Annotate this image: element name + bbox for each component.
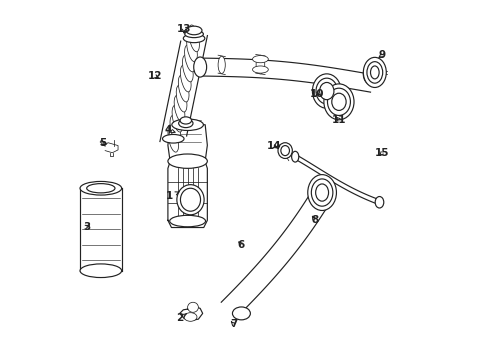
Ellipse shape: [180, 65, 191, 92]
Polygon shape: [168, 158, 207, 228]
Text: 5: 5: [99, 139, 106, 148]
Ellipse shape: [308, 175, 337, 211]
Ellipse shape: [176, 85, 187, 112]
Polygon shape: [168, 125, 207, 158]
Ellipse shape: [170, 115, 181, 142]
Ellipse shape: [256, 55, 265, 74]
Polygon shape: [221, 184, 335, 318]
Ellipse shape: [278, 143, 293, 158]
Polygon shape: [180, 306, 203, 320]
Ellipse shape: [252, 55, 269, 63]
Ellipse shape: [370, 66, 379, 79]
Text: 6: 6: [238, 239, 245, 249]
Ellipse shape: [80, 181, 122, 195]
Ellipse shape: [252, 66, 269, 73]
Ellipse shape: [168, 154, 207, 168]
Text: 12: 12: [147, 71, 162, 81]
Ellipse shape: [364, 57, 386, 87]
Text: 8: 8: [311, 215, 318, 225]
Ellipse shape: [172, 119, 203, 130]
Ellipse shape: [189, 25, 199, 52]
Ellipse shape: [87, 184, 115, 193]
Ellipse shape: [183, 34, 205, 42]
Text: 15: 15: [375, 148, 389, 158]
Ellipse shape: [218, 56, 225, 73]
Text: 14: 14: [267, 141, 281, 151]
Ellipse shape: [324, 84, 354, 120]
Ellipse shape: [232, 307, 250, 320]
Ellipse shape: [188, 302, 198, 312]
Ellipse shape: [332, 93, 346, 111]
Text: 7: 7: [230, 319, 237, 329]
Ellipse shape: [292, 151, 299, 162]
Ellipse shape: [185, 31, 203, 38]
Ellipse shape: [172, 105, 183, 132]
Ellipse shape: [170, 215, 205, 227]
Ellipse shape: [174, 95, 185, 122]
Ellipse shape: [185, 45, 195, 72]
Ellipse shape: [178, 75, 189, 102]
Ellipse shape: [364, 64, 378, 84]
Ellipse shape: [194, 57, 207, 77]
Ellipse shape: [316, 78, 338, 104]
Ellipse shape: [184, 313, 197, 321]
Ellipse shape: [180, 117, 192, 124]
Text: 2: 2: [176, 313, 186, 323]
Text: 10: 10: [310, 89, 324, 99]
Ellipse shape: [375, 197, 384, 208]
Ellipse shape: [177, 185, 204, 215]
Ellipse shape: [311, 179, 333, 206]
Polygon shape: [200, 58, 370, 92]
Polygon shape: [295, 154, 379, 205]
Ellipse shape: [182, 55, 193, 82]
Ellipse shape: [313, 74, 341, 108]
Ellipse shape: [327, 88, 350, 116]
Ellipse shape: [187, 35, 197, 62]
Ellipse shape: [319, 82, 334, 100]
Ellipse shape: [180, 188, 200, 211]
Ellipse shape: [186, 26, 202, 35]
Text: 3: 3: [83, 222, 90, 231]
Ellipse shape: [163, 134, 184, 143]
Ellipse shape: [80, 264, 122, 278]
Ellipse shape: [316, 184, 329, 201]
Ellipse shape: [367, 62, 383, 83]
Text: 11: 11: [332, 115, 346, 125]
Ellipse shape: [281, 145, 290, 156]
Text: 1: 1: [166, 191, 179, 201]
Text: 4: 4: [164, 125, 175, 135]
Text: 9: 9: [378, 50, 386, 60]
Ellipse shape: [179, 119, 193, 127]
Text: 13: 13: [177, 24, 191, 35]
